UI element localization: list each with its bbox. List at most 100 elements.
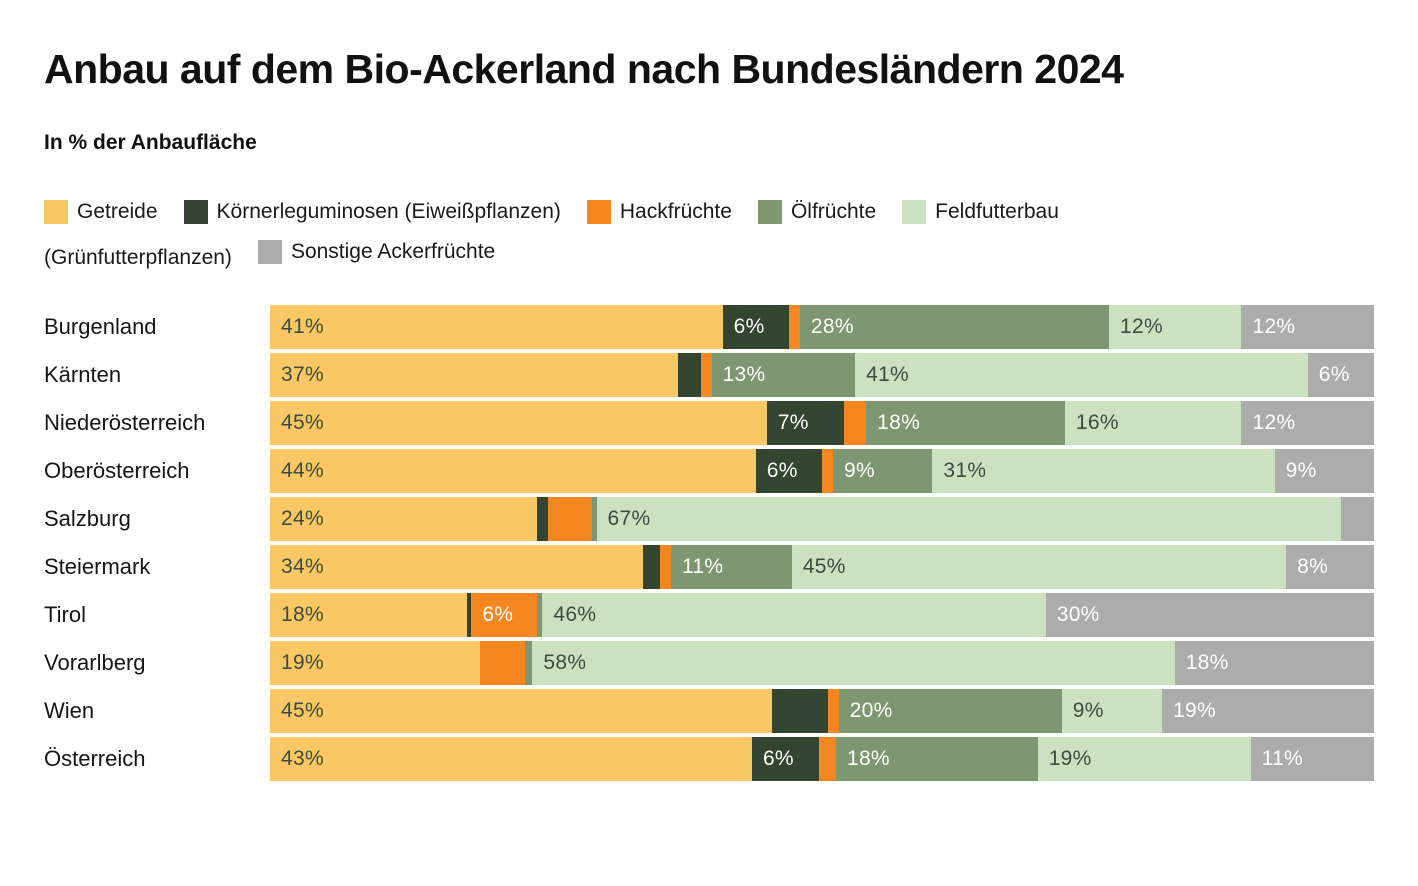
segment-value-label: 31% [943, 459, 987, 482]
legend-swatch-icon [757, 200, 782, 224]
row-label: Österreich [44, 746, 146, 771]
bar-segment: 9% [833, 449, 933, 493]
bar-track: 41% 6% 28% 12% 12% [270, 305, 1374, 349]
bar-segment: 20% [838, 689, 1062, 733]
segment-value-label: 18% [846, 747, 890, 770]
row-label: Steiermark [44, 554, 151, 579]
bar-segment [466, 593, 472, 637]
legend-swatch-icon [44, 200, 68, 224]
row-label: Wien [44, 698, 95, 723]
segment-value-label: 13% [722, 363, 766, 386]
bar-segment: 12% [1241, 305, 1374, 349]
bar-segment [678, 353, 701, 397]
bar-segment [1340, 497, 1374, 541]
bar-segment [659, 545, 671, 589]
bar-segment: 18% [835, 737, 1038, 781]
segment-value-label: 44% [281, 459, 324, 482]
chart-row: Burgenland 41% 6% 28% 12% 12% [44, 305, 1374, 349]
bar-track: 45% 20% 9% 19% [270, 689, 1374, 733]
bar-track: 24% 67% [270, 497, 1374, 541]
segment-value-label: 12% [1252, 411, 1296, 434]
segment-value-label: 45% [281, 699, 324, 722]
bar-segment: 12% [1241, 401, 1374, 445]
chart-row: Salzburg 24% 67% [44, 497, 1374, 541]
bar-track: 43% 6% 18% 19% 11% [270, 737, 1374, 781]
chart-row: Oberösterreich 44% 6% 9% 31% 9% [44, 449, 1374, 493]
row-label: Salzburg [44, 506, 131, 531]
segment-value-label: 43% [281, 747, 324, 770]
stacked-bar-chart: Burgenland 41% 6% 28% 12% 12% Kärnten 37% 13% 41%… [44, 305, 1374, 781]
segment-value-label: 9% [844, 459, 875, 482]
bar-segment: 18% [1174, 641, 1374, 685]
bar-segment: 19% [1037, 737, 1251, 781]
bar-segment: 30% [1045, 593, 1374, 637]
bar-segment [821, 449, 834, 493]
legend-row: (Grünfutterpflanzen) Sonstige Ackerfrücht… [44, 235, 1374, 275]
legend-row: Getreide Körnerleguminosen (Eiweißpflanze… [44, 195, 1374, 235]
segment-value-label: 41% [866, 363, 910, 386]
segment-value-label: 11% [1261, 747, 1304, 770]
legend-item: Körnerleguminosen (Eiweißpflanzen) [183, 195, 561, 229]
bar-segment: 44% [270, 449, 756, 493]
segment-value-label: 58% [543, 651, 587, 674]
segment-value-label: 16% [1075, 411, 1119, 434]
segment-value-label: 67% [607, 507, 651, 530]
row-label: Burgenland [44, 314, 157, 339]
segment-value-label: 7% [777, 411, 809, 434]
bar-segment: 12% [1109, 305, 1242, 349]
chart-row: Niederösterreich 45% 7% 18% 16% 12% [44, 401, 1374, 445]
bar-segment: 6% [1307, 353, 1374, 397]
legend-label: Hackfrüchte [619, 200, 732, 223]
bar-segment: 7% [766, 401, 845, 445]
bar-segment [536, 593, 543, 637]
segment-value-label: 28% [810, 315, 854, 338]
segment-value-label: 34% [281, 555, 324, 578]
bar-segment [643, 545, 660, 589]
legend-item: Sonstige Ackerfrüchte [257, 235, 495, 269]
legend-label: Ölfrüchte [790, 200, 877, 223]
bar-segment: 8% [1286, 545, 1374, 589]
segment-value-label: 6% [1318, 363, 1350, 386]
legend-swatch-icon [586, 200, 611, 224]
bar-segment: 19% [270, 641, 481, 685]
bar-segment: 45% [270, 401, 767, 445]
bar-segment: 45% [791, 545, 1287, 589]
page-title: Anbau auf dem Bio-Ackerland nach Bundesl… [44, 46, 1124, 92]
row-label: Niederösterreich [44, 410, 206, 435]
bar-segment: 43% [270, 737, 752, 781]
chart-row: Österreich 43% 6% 18% 19% 11% [44, 737, 1374, 781]
segment-value-label: 11% [681, 555, 724, 578]
bar-segment: 6% [471, 593, 537, 637]
segment-value-label: 41% [281, 315, 324, 338]
bar-segment: 16% [1064, 401, 1242, 445]
bar-track: 34% 11% 45% 8% [270, 545, 1374, 589]
legend-swatch-icon [902, 200, 927, 224]
bar-segment: 9% [1274, 449, 1374, 493]
segment-value-label: 9% [1285, 459, 1317, 482]
segment-value-label: 6% [762, 747, 794, 770]
row-label: Tirol [44, 602, 86, 627]
bar-track: 18% 6% 46% 30% [270, 593, 1374, 637]
chart-row: Kärnten 37% 13% 41% 6% [44, 353, 1374, 397]
bar-segment: 67% [596, 497, 1341, 541]
bar-track: 37% 13% 41% 6% [270, 353, 1374, 397]
segment-value-label: 45% [802, 555, 846, 578]
bar-segment: 9% [1061, 689, 1163, 733]
segment-value-label: 24% [281, 507, 324, 530]
bar-segment: 34% [270, 545, 644, 589]
legend-label: (Grünfutterpflanzen) [44, 246, 232, 269]
chart-row: Wien 45% 20% 9% 19% [44, 689, 1374, 733]
row-label: Oberösterreich [44, 458, 190, 483]
bar-segment: 19% [1162, 689, 1374, 733]
segment-value-label: 6% [733, 315, 765, 338]
legend-label: Feldfutterbau [935, 200, 1059, 223]
bar-track: 44% 6% 9% 31% 9% [270, 449, 1374, 493]
bar-segment: 31% [932, 449, 1275, 493]
bar-segment: 18% [270, 593, 467, 637]
legend-swatch-icon [257, 240, 282, 264]
segment-value-label: 46% [553, 603, 597, 626]
segment-value-label: 6% [482, 603, 514, 626]
bar-segment: 58% [532, 641, 1175, 685]
chart-row: Vorarlberg 19% 58% 18% [44, 641, 1374, 685]
bar-segment: 41% [855, 353, 1308, 397]
